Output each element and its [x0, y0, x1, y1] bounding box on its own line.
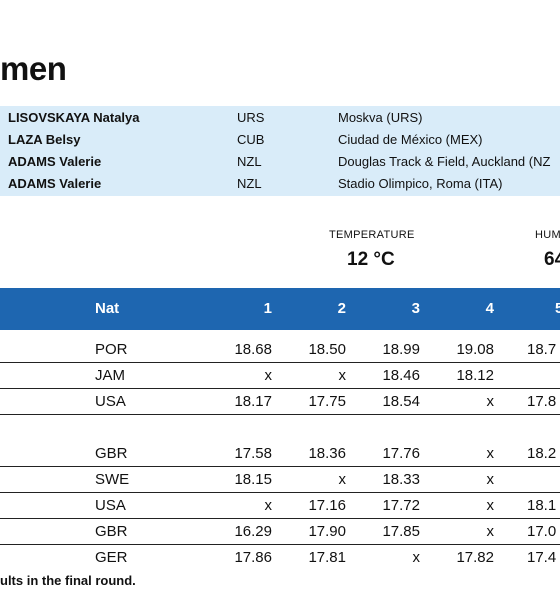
records-panel: LISOVSKAYA Natalya URS Moskva (URS) LAZA…	[0, 106, 560, 196]
header-nat: Nat	[95, 300, 120, 317]
round-1-cell: 17.86	[234, 549, 272, 566]
round-3-cell: 17.76	[382, 445, 420, 462]
round-4-cell: 19.08	[456, 341, 494, 358]
nat-cell: USA	[95, 393, 126, 410]
humidity-label: HUM	[535, 229, 560, 241]
round-5-cell: 17.4	[527, 549, 557, 566]
table-row: USA x 17.16 17.72 x 18.1	[0, 493, 560, 519]
round-3-cell: 17.85	[382, 523, 420, 540]
round-3-cell: x	[412, 549, 421, 566]
round-4-cell: 18.12	[456, 367, 494, 384]
record-nationality: NZL	[237, 176, 262, 191]
nat-cell: GBR	[95, 523, 128, 540]
record-holder-name: ADAMS Valerie	[8, 176, 102, 191]
round-1-cell: 18.17	[234, 393, 272, 410]
record-venue: Douglas Track & Field, Auckland (NZ	[338, 154, 551, 169]
footnote: ults in the final round.	[0, 573, 136, 588]
header-round-5: 5	[555, 300, 560, 317]
round-1-cell: x	[264, 497, 273, 514]
round-3-cell: 17.72	[382, 497, 420, 514]
record-row: LAZA Belsy CUB Ciudad de México (MEX)	[0, 129, 560, 151]
table-row: SWE 18.15 x 18.33 x	[0, 467, 560, 493]
header-round-3: 3	[411, 300, 420, 317]
table-row: POR 18.68 18.50 18.99 19.08 18.7	[0, 337, 560, 363]
record-venue: Moskva (URS)	[338, 110, 423, 125]
record-nationality: NZL	[237, 154, 262, 169]
record-holder-name: LISOVSKAYA Natalya	[8, 110, 140, 125]
round-2-cell: 17.90	[308, 523, 346, 540]
record-holder-name: ADAMS Valerie	[8, 154, 102, 169]
round-4-cell: x	[486, 471, 495, 488]
round-1-cell: 18.15	[234, 471, 272, 488]
nat-cell: POR	[95, 341, 128, 358]
round-2-cell: x	[338, 471, 347, 488]
nat-cell: SWE	[95, 471, 130, 488]
round-5-cell: 18.1	[527, 497, 557, 514]
round-1-cell: x	[264, 367, 273, 384]
round-4-cell: x	[486, 497, 495, 514]
record-row: ADAMS Valerie NZL Douglas Track & Field,…	[0, 151, 560, 173]
header-round-1: 1	[263, 300, 272, 317]
round-2-cell: 17.75	[308, 393, 346, 410]
table-row: GBR 17.58 18.36 17.76 x 18.2	[0, 441, 560, 467]
table-row: USA 18.17 17.75 18.54 x 17.8	[0, 389, 560, 415]
round-5-cell: 17.8	[527, 393, 557, 410]
round-2-cell: 17.16	[308, 497, 346, 514]
round-5-cell: 18.7	[527, 341, 557, 358]
round-4-cell: x	[486, 523, 495, 540]
header-round-2: 2	[337, 300, 346, 317]
record-holder-name: LAZA Belsy	[8, 132, 81, 147]
round-5-cell: 18.2	[527, 445, 557, 462]
table-row: GER 17.86 17.81 x 17.82 17.4	[0, 545, 560, 570]
round-1-cell: 16.29	[234, 523, 272, 540]
temperature-value: 12 °C	[347, 249, 395, 270]
round-2-cell: x	[338, 367, 347, 384]
record-nationality: CUB	[237, 132, 265, 147]
nat-cell: JAM	[95, 367, 125, 384]
round-3-cell: 18.54	[382, 393, 420, 410]
round-2-cell: 18.50	[308, 341, 346, 358]
nat-cell: USA	[95, 497, 126, 514]
temperature-label: TEMPERATURE	[329, 229, 415, 241]
header-round-4: 4	[485, 300, 494, 317]
round-2-cell: 18.36	[308, 445, 346, 462]
nat-cell: GBR	[95, 445, 128, 462]
record-row: ADAMS Valerie NZL Stadio Olimpico, Roma …	[0, 173, 560, 195]
round-1-cell: 18.68	[234, 341, 272, 358]
table-row: GBR 16.29 17.90 17.85 x 17.0	[0, 519, 560, 545]
results-table-header: Nat 1 2 3 4 5	[0, 288, 560, 330]
round-4-cell: 17.82	[456, 549, 494, 566]
nat-cell: GER	[95, 549, 128, 566]
table-row: JAM x x 18.46 18.12	[0, 363, 560, 389]
round-1-cell: 17.58	[234, 445, 272, 462]
page-title: men	[0, 50, 67, 87]
round-3-cell: 18.46	[382, 367, 420, 384]
round-2-cell: 17.81	[308, 549, 346, 566]
record-nationality: URS	[237, 110, 265, 125]
round-3-cell: 18.99	[382, 341, 420, 358]
round-5-cell: 17.0	[527, 523, 557, 540]
round-3-cell: 18.33	[382, 471, 420, 488]
record-venue: Ciudad de México (MEX)	[338, 132, 483, 147]
record-venue: Stadio Olimpico, Roma (ITA)	[338, 176, 503, 191]
record-row: LISOVSKAYA Natalya URS Moskva (URS)	[0, 107, 560, 129]
round-4-cell: x	[486, 445, 495, 462]
humidity-value: 64	[544, 249, 560, 270]
round-4-cell: x	[486, 393, 495, 410]
